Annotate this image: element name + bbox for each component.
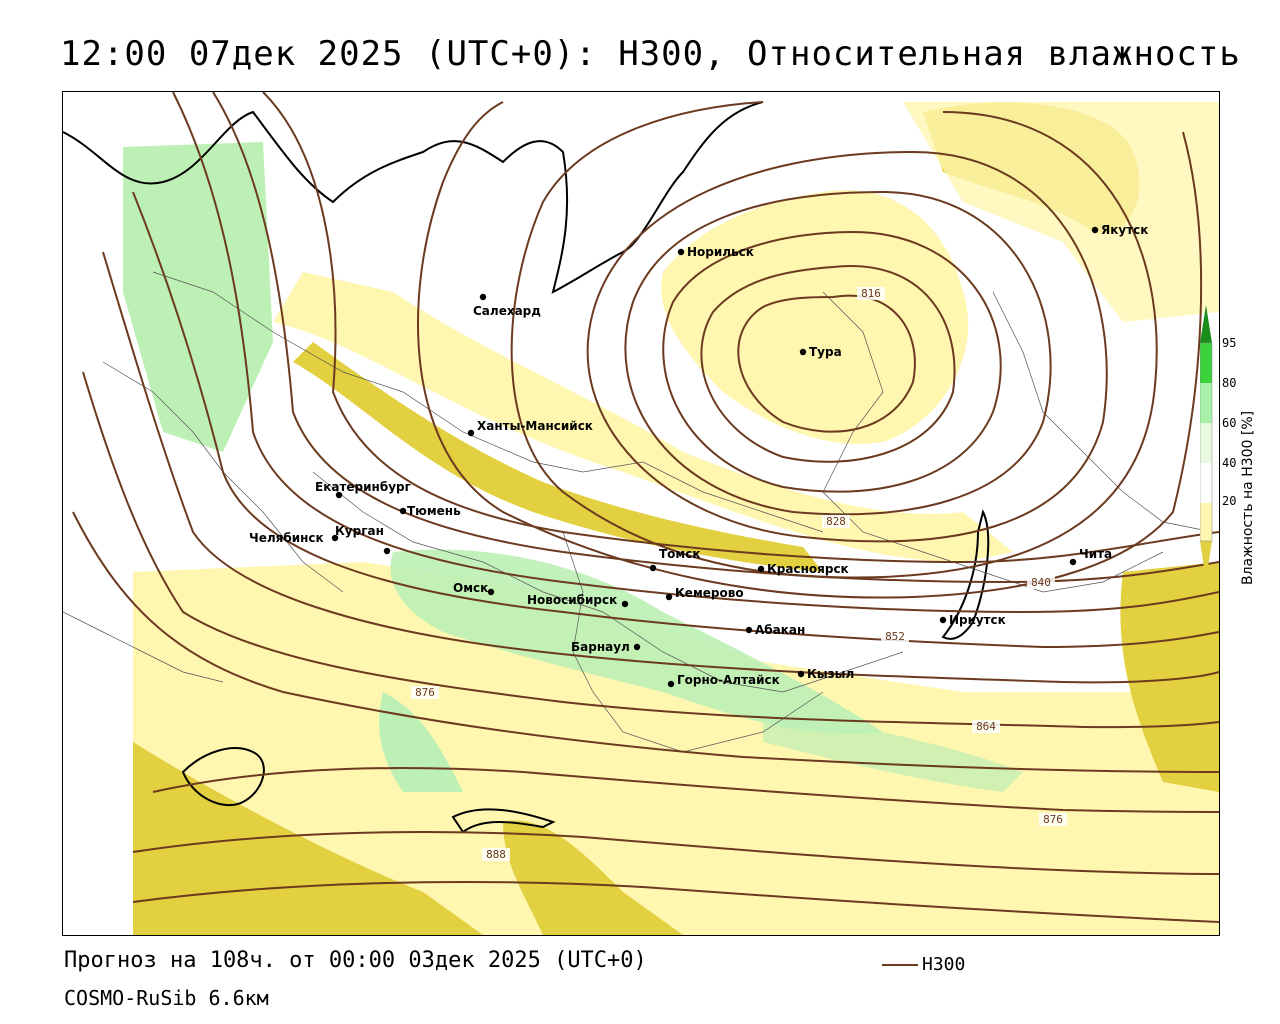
city-marker: [633, 643, 641, 651]
city-label: Кемерово: [675, 586, 744, 600]
city-marker: [621, 600, 629, 608]
contour-label-bg: [881, 630, 909, 643]
city-label: Ханты-Мансийск: [477, 419, 593, 433]
map-panel: 816 828 840 852 864 876 876 888 Норильск Якутск С…: [62, 91, 1220, 936]
contour-labels: 816 828 840 852 864 876 876 888: [411, 287, 1067, 861]
colorbar-title: Влажность на H300 [%]: [1240, 410, 1256, 585]
contour-label-bg: [822, 515, 850, 528]
city-label: Норильск: [687, 245, 754, 259]
h300-contours: [72, 92, 1219, 923]
city-marker: [1069, 558, 1077, 566]
city-marker: [745, 626, 753, 634]
map-canvas: 816 828 840 852 864 876 876 888 Норильск Якутск С…: [63, 92, 1219, 935]
city-marker: [649, 564, 657, 572]
contour-label: 828: [826, 515, 846, 528]
city-marker: [383, 547, 391, 555]
city-label: Салехард: [473, 304, 541, 318]
city-label: Тюмень: [407, 504, 461, 518]
admin-borders: [63, 271, 1214, 753]
city-label: Горно-Алтайск: [677, 673, 780, 687]
colorbar-tick: 95: [1222, 336, 1237, 350]
contour-label: 888: [486, 848, 506, 861]
city-marker: [799, 348, 807, 356]
city-label: Якутск: [1101, 223, 1148, 237]
city-label: Омск: [453, 581, 488, 595]
city-label: Томск: [659, 547, 701, 561]
contour-label: 852: [885, 630, 905, 643]
map-title: 12:00 07дек 2025 (UTC+0): H300, Относите…: [60, 34, 1241, 74]
contour-label: 864: [976, 720, 996, 733]
colorbar-tick: 20: [1222, 494, 1237, 508]
city-label: Новосибирск: [527, 593, 617, 607]
city-label: Тура: [809, 345, 842, 359]
city-marker: [331, 534, 339, 542]
city-marker: [487, 588, 495, 596]
city-label: Абакан: [755, 623, 805, 637]
contour-label-bg: [1027, 576, 1055, 589]
city-marker: [939, 616, 947, 624]
contour-label: 816: [861, 287, 881, 300]
city-label: Челябинск: [249, 531, 324, 545]
contour-label: 876: [1043, 813, 1063, 826]
city-markers: Норильск Якутск Салехард Тура Ханты-Мансийск…: [249, 223, 1148, 688]
city-marker: [757, 565, 765, 573]
contour-label-bg: [482, 848, 510, 861]
colorbar-tick: 60: [1222, 416, 1237, 430]
model-name: COSMO-RuSib 6.6км: [64, 986, 269, 1010]
contour-label-bg: [972, 720, 1000, 733]
city-marker: [467, 429, 475, 437]
h300-line-legend: H300: [882, 954, 965, 975]
city-marker: [667, 680, 675, 688]
city-label: Барнаул: [571, 640, 630, 654]
colorbar-tick: 80: [1222, 376, 1237, 390]
city-label: Кызыл: [807, 667, 854, 681]
city-marker: [797, 670, 805, 678]
city-marker: [479, 293, 487, 301]
forecast-info: Прогноз на 108ч. от 00:00 03дек 2025 (UT…: [64, 948, 647, 973]
contour-label-bg: [857, 287, 885, 300]
city-label: Красноярск: [767, 562, 849, 576]
contour-label: 876: [415, 686, 435, 699]
city-marker: [677, 248, 685, 256]
colorbar-tick: 40: [1222, 456, 1237, 470]
line-legend-label: H300: [922, 954, 966, 975]
city-label: Иркутск: [949, 613, 1006, 627]
line-swatch: [882, 964, 918, 966]
city-marker: [1091, 226, 1099, 234]
contour-label: 840: [1031, 576, 1051, 589]
humidity-fill: [63, 92, 1219, 935]
city-marker: [335, 491, 343, 499]
city-marker: [665, 593, 673, 601]
city-marker: [399, 507, 407, 515]
contour-label-bg: [411, 686, 439, 699]
city-label: Курган: [335, 524, 384, 538]
city-label: Чита: [1079, 547, 1112, 561]
city-label: Екатеринбург: [315, 480, 411, 494]
contour-label-bg: [1039, 813, 1067, 826]
humidity-colorbar: [1200, 305, 1213, 580]
